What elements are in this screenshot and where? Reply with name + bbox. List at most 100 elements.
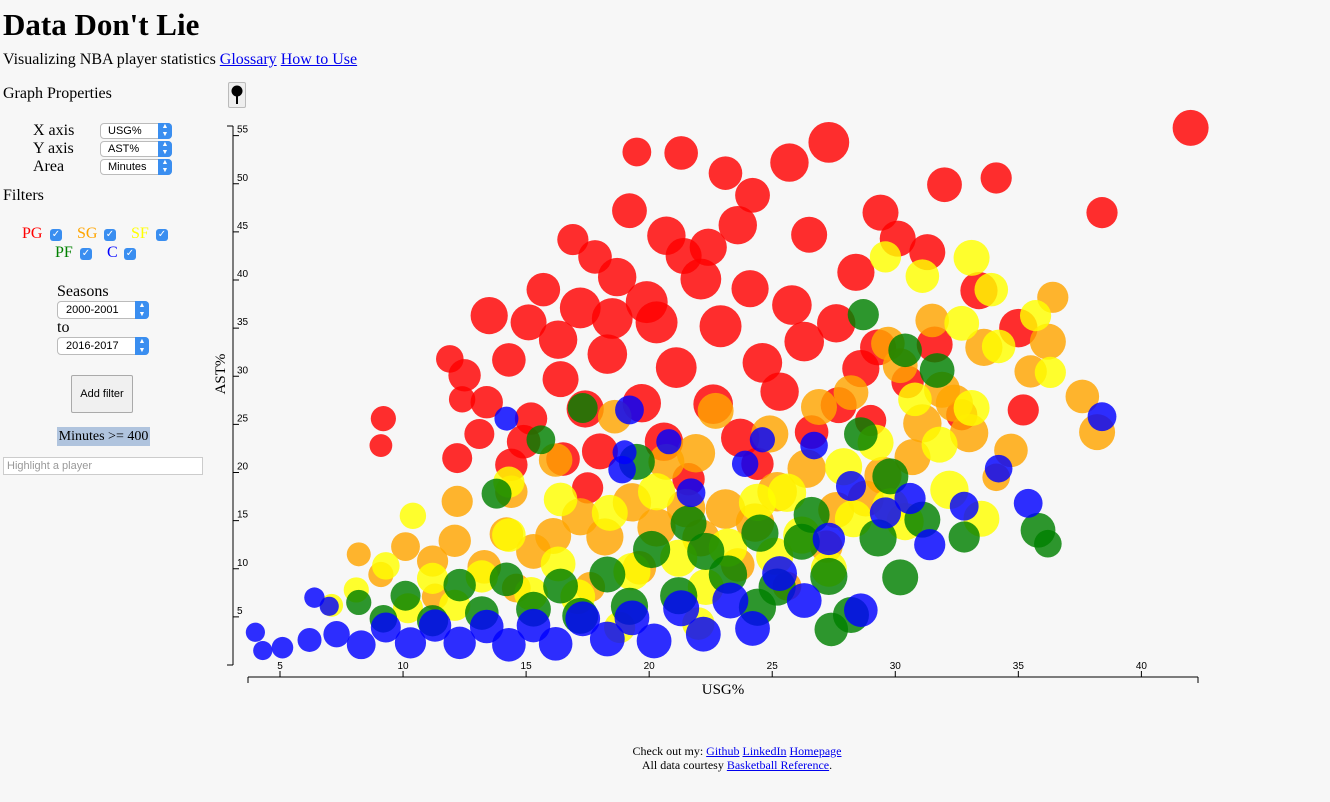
point-pg-39[interactable] [655, 347, 697, 388]
github-link[interactable]: Github [706, 744, 740, 758]
point-pg-3[interactable] [808, 121, 850, 163]
point-pf-4[interactable] [882, 559, 919, 596]
point-pg-66[interactable] [538, 320, 578, 359]
point-c-39[interactable] [894, 482, 926, 515]
point-c-44[interactable] [615, 395, 644, 425]
checkbox-c[interactable]: ✓ [124, 248, 136, 260]
point-c-32[interactable] [304, 587, 325, 608]
point-pf-18[interactable] [543, 568, 578, 604]
point-c-17[interactable] [565, 601, 601, 637]
point-sg-45[interactable] [915, 303, 949, 338]
x-axis-select[interactable]: USG% ▲ ▼ [100, 123, 172, 139]
point-pg-33[interactable] [772, 285, 812, 325]
point-c-16[interactable] [589, 621, 625, 657]
checkbox-sg[interactable]: ✓ [104, 229, 116, 241]
point-c-29[interactable] [271, 636, 294, 659]
point-sg-31[interactable] [441, 485, 473, 517]
point-c-9[interactable] [762, 556, 798, 591]
point-pg-70[interactable] [689, 228, 727, 266]
point-sg-33[interactable] [648, 443, 685, 480]
point-sf-3[interactable] [1019, 300, 1052, 332]
point-pg-18[interactable] [369, 434, 393, 457]
point-pf-28[interactable] [847, 299, 879, 331]
point-pf-22[interactable] [443, 568, 476, 602]
point-c-24[interactable] [394, 627, 427, 659]
how-to-use-link[interactable]: How to Use [280, 51, 358, 68]
point-sf-6[interactable] [921, 426, 958, 463]
point-pg-4[interactable] [770, 143, 809, 182]
point-sf-0[interactable] [953, 239, 990, 276]
point-pg-42[interactable] [492, 343, 526, 377]
y-axis-select[interactable]: AST% ▲ ▼ [100, 141, 172, 157]
point-pg-17[interactable] [370, 406, 396, 432]
point-sg-52[interactable] [1029, 323, 1066, 360]
point-sg-28[interactable] [391, 532, 420, 562]
point-c-43[interactable] [494, 406, 519, 431]
point-pf-31[interactable] [793, 496, 830, 533]
point-pg-72[interactable] [591, 298, 633, 339]
point-pf-14[interactable] [633, 530, 671, 569]
point-sf-30[interactable] [372, 552, 400, 580]
point-c-28[interactable] [297, 627, 322, 652]
point-c-5[interactable] [869, 497, 902, 529]
point-pf-37[interactable] [481, 478, 512, 509]
point-c-20[interactable] [492, 627, 526, 662]
point-pf-38[interactable] [670, 505, 707, 542]
homepage-link[interactable]: Homepage [789, 744, 842, 758]
point-sf-33[interactable] [399, 502, 427, 530]
point-pg-25[interactable] [791, 216, 828, 253]
point-pg-63[interactable] [1007, 394, 1039, 426]
point-c-10[interactable] [735, 611, 770, 646]
point-pf-26[interactable] [346, 589, 372, 616]
point-pg-13[interactable] [470, 297, 508, 335]
point-pg-26[interactable] [718, 205, 757, 245]
point-c-7[interactable] [812, 522, 846, 556]
point-pg-12[interactable] [557, 223, 589, 256]
point-c-18[interactable] [538, 627, 573, 661]
point-sf-4[interactable] [1034, 356, 1066, 388]
point-pg-51[interactable] [721, 418, 760, 458]
point-pg-68[interactable] [784, 321, 825, 362]
point-c-4[interactable] [914, 529, 946, 561]
point-c-33[interactable] [319, 596, 339, 616]
point-pg-48[interactable] [760, 372, 799, 411]
point-pg-58[interactable] [572, 472, 604, 504]
point-sg-35[interactable] [833, 375, 869, 411]
point-pg-56[interactable] [442, 443, 473, 474]
point-sf-19[interactable] [637, 473, 676, 511]
point-c-1[interactable] [1013, 488, 1043, 518]
point-sf-37[interactable] [981, 329, 1016, 364]
point-sf-36[interactable] [898, 382, 932, 417]
point-sf-1[interactable] [974, 272, 1009, 307]
point-pf-39[interactable] [814, 612, 849, 647]
point-pg-2[interactable] [980, 162, 1012, 194]
point-c-3[interactable] [949, 491, 979, 521]
point-pg-19[interactable] [448, 386, 476, 413]
point-sf-40[interactable] [905, 259, 940, 293]
point-c-37[interactable] [731, 450, 759, 478]
point-sg-15[interactable] [705, 489, 746, 529]
point-pg-41[interactable] [542, 361, 579, 398]
point-c-15[interactable] [614, 600, 650, 636]
point-sg-26[interactable] [438, 524, 471, 558]
season-to-select[interactable]: 2016-2017 ▲ ▼ [57, 337, 149, 355]
basketball-reference-link[interactable]: Basketball Reference [726, 758, 830, 772]
point-pg-34[interactable] [817, 304, 856, 343]
point-c-6[interactable] [844, 593, 878, 627]
point-pg-24[interactable] [837, 253, 875, 291]
pin-button[interactable] [228, 82, 246, 108]
point-pf-16[interactable] [589, 556, 626, 593]
point-pf-30[interactable] [844, 417, 878, 451]
season-from-select[interactable]: 2000-2001 ▲ ▼ [57, 301, 149, 319]
point-sf-28[interactable] [416, 562, 449, 594]
checkbox-pg[interactable]: ✓ [50, 229, 62, 241]
checkbox-sf[interactable]: ✓ [156, 229, 168, 241]
point-sf-41[interactable] [869, 241, 902, 273]
point-pg-28[interactable] [647, 216, 686, 255]
point-c-40[interactable] [800, 431, 828, 460]
point-pg-0[interactable] [1172, 109, 1209, 146]
point-pg-73[interactable] [510, 304, 547, 341]
point-c-8[interactable] [786, 583, 822, 618]
point-sg-54[interactable] [676, 434, 716, 473]
point-c-42[interactable] [676, 478, 706, 508]
